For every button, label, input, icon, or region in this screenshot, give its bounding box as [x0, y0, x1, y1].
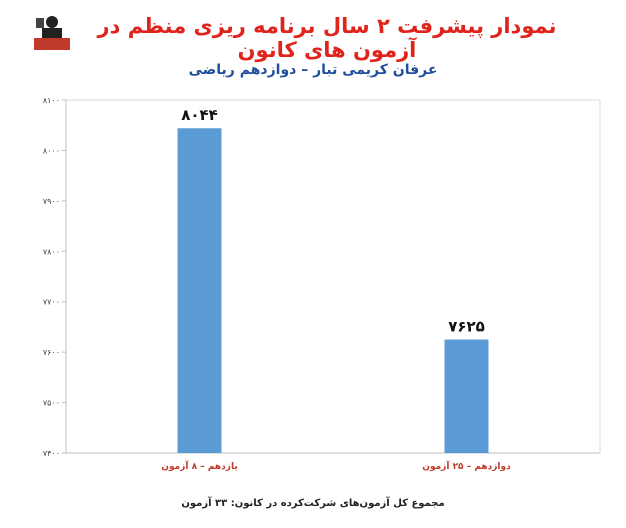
- footer-note: مجموع کل آزمون‌های شرکت‌کرده در کانون: ۳…: [181, 498, 445, 509]
- y-tick-group: ۷۴۰۰ ۷۵۰۰ ۷۶۰۰ ۷۷۰۰ ۷۸۰۰ ۷۹۰۰ ۸۰۰۰ ۸۱۰۰: [43, 96, 66, 458]
- x-category-label: یازدهم – ۸ آزمون: [161, 460, 237, 472]
- plot-area: [65, 99, 601, 454]
- bar: [444, 339, 489, 453]
- bar-value-label: ۸۰۴۴: [181, 106, 218, 124]
- y-tick-label: ۷۸۰۰: [43, 247, 60, 256]
- bar: [177, 128, 222, 454]
- x-category-label: دوازدهم – ۲۵ آزمون: [422, 460, 511, 472]
- chart-title: نمودار پیشرفت ۲ سال برنامه ریزی منظم در …: [97, 14, 557, 62]
- chart-subtitle: عرفان کریمی تبار – دوازدهم ریاضی: [188, 62, 438, 78]
- y-tick-label: ۷۵۰۰: [43, 399, 60, 408]
- y-tick-label: ۷۴۰۰: [43, 449, 60, 458]
- bar-group: ۸۰۴۴ یازدهم – ۸ آزمون ۷۶۲۵ دوازدهم – ۲۵ آزم…: [161, 106, 511, 472]
- logo: [32, 12, 72, 52]
- y-tick-label: ۷۹۰۰: [43, 197, 60, 206]
- bar-chart: ۷۴۰۰ ۷۵۰۰ ۷۶۰۰ ۷۷۰۰ ۷۸۰۰ ۷۹۰۰ ۸۰۰۰ ۸۱۰۰ ۸۰۴۴ یاز…: [43, 96, 601, 472]
- y-tick-label: ۸۰۰۰: [43, 146, 60, 155]
- y-tick-label: ۸۱۰۰: [43, 96, 60, 105]
- y-tick-label: ۷۶۰۰: [43, 348, 60, 357]
- y-tick-label: ۷۷۰۰: [43, 298, 60, 307]
- bar-value-label: ۷۶۲۵: [448, 318, 485, 336]
